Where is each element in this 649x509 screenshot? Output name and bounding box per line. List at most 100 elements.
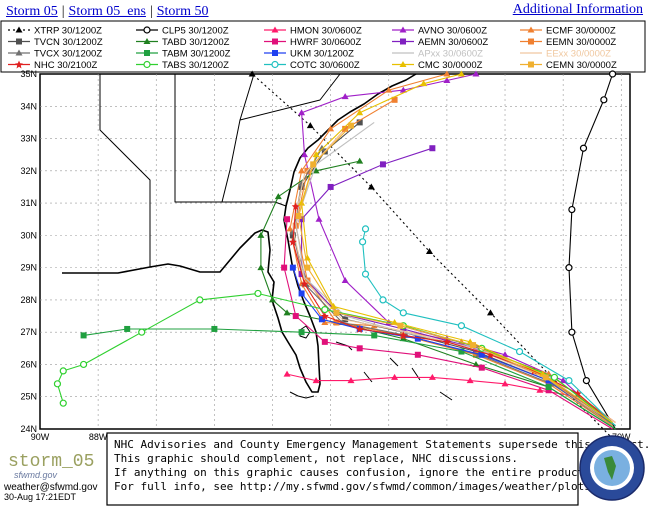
legend-item: AEMN 30/0600Z	[392, 37, 488, 48]
track-point	[318, 316, 325, 323]
keys-icon	[289, 391, 315, 399]
track-point	[341, 277, 349, 284]
latitude-label: 32N	[20, 166, 37, 176]
track-point	[298, 290, 305, 297]
coastline	[62, 73, 453, 401]
track-point	[254, 289, 262, 298]
track-line	[568, 73, 616, 430]
track-point	[291, 202, 300, 211]
track-point	[545, 380, 552, 387]
track-point	[501, 380, 509, 387]
track-point	[298, 329, 305, 336]
track-point	[327, 183, 334, 190]
storm-05-ens-link[interactable]: Storm 05_ens	[68, 4, 146, 19]
track-point	[341, 93, 349, 100]
legend-label: HMON 30/0600Z	[290, 26, 362, 37]
track-point	[472, 70, 480, 77]
track-point	[457, 70, 465, 77]
storm-50-link[interactable]: Storm 50	[156, 4, 209, 19]
track-point	[399, 86, 407, 93]
latitude-label: 24N	[20, 424, 37, 434]
latitude-label: 25N	[20, 392, 37, 402]
track-point	[425, 248, 433, 254]
track-point	[318, 144, 326, 151]
legend-item: TABM 30/1200Z	[136, 49, 231, 60]
track-point	[300, 151, 308, 158]
legend-label: TABS 30/1200Z	[162, 60, 229, 71]
track-point	[196, 296, 204, 304]
track-point	[333, 309, 340, 316]
track-point	[295, 213, 302, 219]
track-point	[472, 360, 480, 367]
track-point	[582, 376, 591, 385]
legend-label: TVCX 30/1200Z	[34, 49, 102, 60]
track-point	[414, 335, 421, 342]
track-point	[298, 216, 305, 223]
legend-label: AVNO 30/0600Z	[418, 26, 487, 37]
track-point	[542, 374, 549, 381]
legend-marker	[400, 38, 406, 45]
track-point	[501, 351, 509, 358]
additional-information-link[interactable]: Additional Information	[512, 2, 643, 17]
track-point	[361, 225, 370, 233]
track-point	[361, 270, 370, 278]
track-point	[257, 231, 265, 238]
notice-box	[106, 432, 579, 506]
legend-marker	[399, 26, 407, 33]
track-cotc	[359, 225, 616, 427]
legend-item: XTRP 30/1200Z	[8, 26, 102, 37]
latitude-label: 30N	[20, 230, 37, 240]
storm-05-link[interactable]: Storm 05	[6, 4, 58, 19]
track-point	[321, 305, 329, 314]
track-point	[579, 144, 588, 152]
timestamp: 30-Aug 17:21EDT	[4, 492, 77, 502]
top-navigation: Storm 05 | Storm 05_ens | Storm 50 Addit…	[0, 0, 649, 20]
track-point	[80, 332, 87, 339]
legend-label: TABD 30/1200Z	[162, 37, 230, 48]
track-point	[289, 228, 297, 235]
track-point	[315, 215, 323, 222]
legend-marker	[271, 60, 279, 69]
track-point	[536, 386, 544, 393]
track-point	[289, 264, 296, 271]
track-point	[359, 238, 367, 246]
legend-item: HWRF 30/0600Z	[264, 37, 361, 48]
legend-marker	[271, 26, 279, 33]
track-point	[356, 345, 363, 352]
legend-marker	[527, 26, 535, 33]
legend-label: EEMN 30/0000Z	[546, 37, 616, 48]
legend-item: COTC 30/0600Z	[264, 60, 360, 71]
legend-item: TVCX 30/1200Z	[8, 49, 102, 60]
track-point	[568, 328, 576, 336]
track-point	[53, 380, 62, 388]
track-point	[342, 125, 349, 132]
legend-item: CLP5 30/1200Z	[136, 26, 229, 37]
notice-line-4: For full info, see http://my.sfwmd.gov/s…	[114, 480, 624, 493]
track-point	[472, 351, 479, 358]
legend-label: TVCN 30/1200Z	[34, 37, 103, 48]
footer: storm_05 sfwmd.gov weather@sfwmd.gov 30-…	[3, 432, 649, 506]
track-point	[371, 332, 378, 339]
latitude-label: 35N	[20, 69, 37, 79]
track-point	[470, 342, 477, 349]
notice-line-3: If anything on this graphic causes confu…	[114, 466, 591, 479]
legend-label: NHC 30/2100Z	[34, 60, 98, 71]
legend-item: TVCN 30/1200Z	[8, 37, 103, 48]
legend-item: NHC 30/2100Z	[8, 60, 98, 71]
track-point	[379, 161, 386, 168]
legend-item: AVNO 30/0600Z	[392, 26, 487, 37]
track-point	[559, 377, 567, 384]
track-point	[515, 347, 524, 356]
track-point	[281, 264, 288, 271]
track-point	[565, 376, 573, 385]
track-point	[399, 331, 408, 340]
legend-marker	[143, 60, 151, 69]
track-hwrf	[281, 216, 613, 430]
track-point	[283, 309, 291, 316]
nav-separator: |	[149, 4, 153, 19]
track-point	[486, 350, 495, 359]
track-point	[342, 316, 349, 323]
track-point	[292, 313, 299, 320]
latitude-label: 31N	[20, 198, 37, 208]
latitude-label: 28N	[20, 295, 37, 305]
